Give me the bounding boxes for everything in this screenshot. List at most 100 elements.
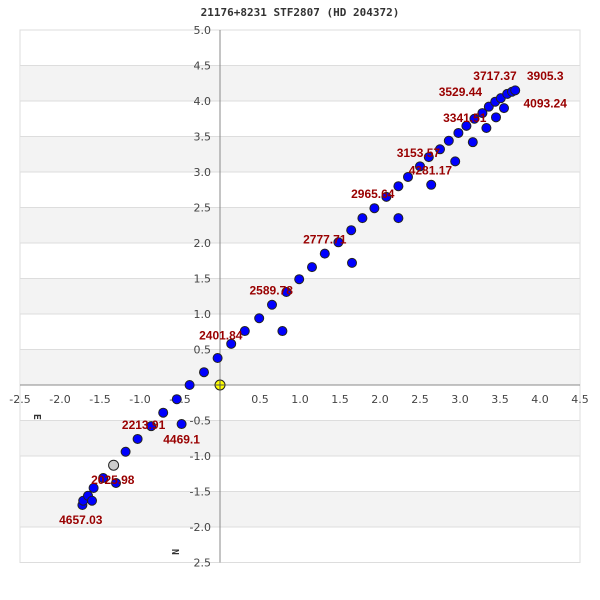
- x-tick-label: 3.5: [491, 393, 509, 406]
- y-tick-label: 4.0: [194, 95, 212, 108]
- chart-title: 21176+8231 STF2807 (HD 204372): [200, 6, 400, 19]
- data-point: [393, 181, 404, 192]
- data-point: [453, 127, 464, 138]
- x-tick-label: 3.0: [451, 393, 469, 406]
- x-tick-label: 2.0: [371, 393, 389, 406]
- first-observation-point: [108, 459, 120, 471]
- data-point: [403, 171, 413, 182]
- data-point: [499, 103, 509, 114]
- epoch-label: 4093.24: [524, 97, 568, 111]
- data-point: [226, 338, 237, 349]
- data-point: [158, 407, 169, 418]
- data-point: [98, 473, 109, 484]
- data-point: [212, 353, 223, 364]
- data-point: [469, 113, 480, 124]
- data-point: [423, 152, 434, 163]
- epoch-label: 3905.3: [527, 69, 564, 83]
- data-point: [467, 137, 478, 148]
- epoch-label: 2025.98: [91, 473, 135, 487]
- data-point: [443, 135, 454, 146]
- y-tick-label: 5.0: [194, 24, 212, 37]
- data-point: [87, 495, 97, 506]
- data-point: [347, 257, 357, 268]
- x-axis-label: E: [31, 414, 42, 420]
- y-tick-label: 1.0: [194, 308, 212, 321]
- y-tick-label: 2.0: [194, 237, 212, 250]
- y-tick-label: -0.5: [190, 415, 211, 428]
- data-point: [435, 144, 445, 155]
- grid-band: [21, 349, 579, 385]
- data-point: [510, 85, 521, 96]
- y-tick-label: 3.0: [194, 166, 212, 179]
- epoch-label: 3529.44: [439, 85, 483, 99]
- data-point: [491, 112, 501, 123]
- y-tick-label: 1.5: [194, 273, 212, 286]
- data-point: [111, 477, 121, 488]
- x-tick-label: 0.5: [251, 393, 269, 406]
- x-tick-label: -1.5: [89, 393, 110, 406]
- grid-band: [21, 65, 579, 101]
- epoch-label: 2965.64: [351, 187, 395, 201]
- epoch-label: 2213.91: [122, 418, 166, 432]
- x-tick-label: 1.0: [291, 393, 309, 406]
- data-point: [294, 274, 305, 285]
- epoch-label: 3341.51: [443, 111, 487, 125]
- x-tick-label: -1.0: [129, 393, 150, 406]
- y-tick-label: 4.5: [194, 60, 212, 73]
- grid-band: [21, 136, 579, 172]
- y-axis-label: N: [169, 549, 180, 555]
- data-point: [277, 326, 288, 337]
- data-point: [239, 326, 250, 337]
- data-point: [281, 286, 292, 297]
- data-point: [146, 421, 157, 432]
- data-point: [184, 380, 195, 390]
- data-point: [307, 262, 317, 273]
- x-tick-label: 2.5: [411, 393, 429, 406]
- x-tick-label: 1.5: [331, 393, 349, 406]
- grid-band: [21, 207, 579, 243]
- data-point: [477, 108, 488, 119]
- data-point: [254, 313, 265, 324]
- data-point: [199, 367, 209, 378]
- epoch-label: 3717.37: [473, 69, 517, 83]
- data-point: [461, 120, 472, 131]
- epoch-label: 4657.03: [59, 513, 103, 527]
- y-tick-label: 2.5: [194, 202, 212, 215]
- data-point: [426, 179, 437, 190]
- data-point: [369, 203, 380, 214]
- data-point: [393, 213, 404, 224]
- epoch-label: 2589.78: [250, 284, 294, 298]
- epoch-label: 4281.17: [409, 164, 453, 178]
- y-tick-label: 3.5: [194, 131, 212, 144]
- epoch-label: 3153.57: [397, 146, 441, 160]
- y-tick-label: 0.5: [194, 344, 212, 357]
- data-point: [346, 225, 357, 236]
- epoch-label: 2777.71: [303, 232, 347, 246]
- data-point: [120, 446, 131, 457]
- data-point: [88, 482, 99, 493]
- data-point: [415, 161, 425, 172]
- x-tick-label: -2.5: [9, 393, 30, 406]
- data-point: [171, 394, 182, 405]
- data-point: [333, 237, 344, 248]
- data-point: [132, 433, 143, 444]
- grid-band: [21, 278, 579, 314]
- data-point: [267, 299, 277, 310]
- grid-band: [21, 420, 579, 456]
- epoch-label: 2401.84: [199, 329, 243, 343]
- y-tick-label: -1.5: [190, 486, 211, 499]
- data-point: [450, 156, 461, 167]
- y-tick-label: -2.0: [190, 521, 211, 534]
- x-tick-label: 4.5: [571, 393, 589, 406]
- y-tick-label: -1.0: [190, 450, 211, 463]
- y-tick-label: 2.5: [194, 557, 212, 570]
- x-tick-label: 4.0: [531, 393, 549, 406]
- data-point: [381, 191, 392, 202]
- data-point: [357, 213, 368, 224]
- epoch-label: 4469.1: [163, 433, 200, 447]
- data-point: [319, 248, 330, 259]
- x-tick-label: -2.0: [49, 393, 70, 406]
- grid-band: [21, 491, 579, 527]
- data-point: [176, 419, 187, 430]
